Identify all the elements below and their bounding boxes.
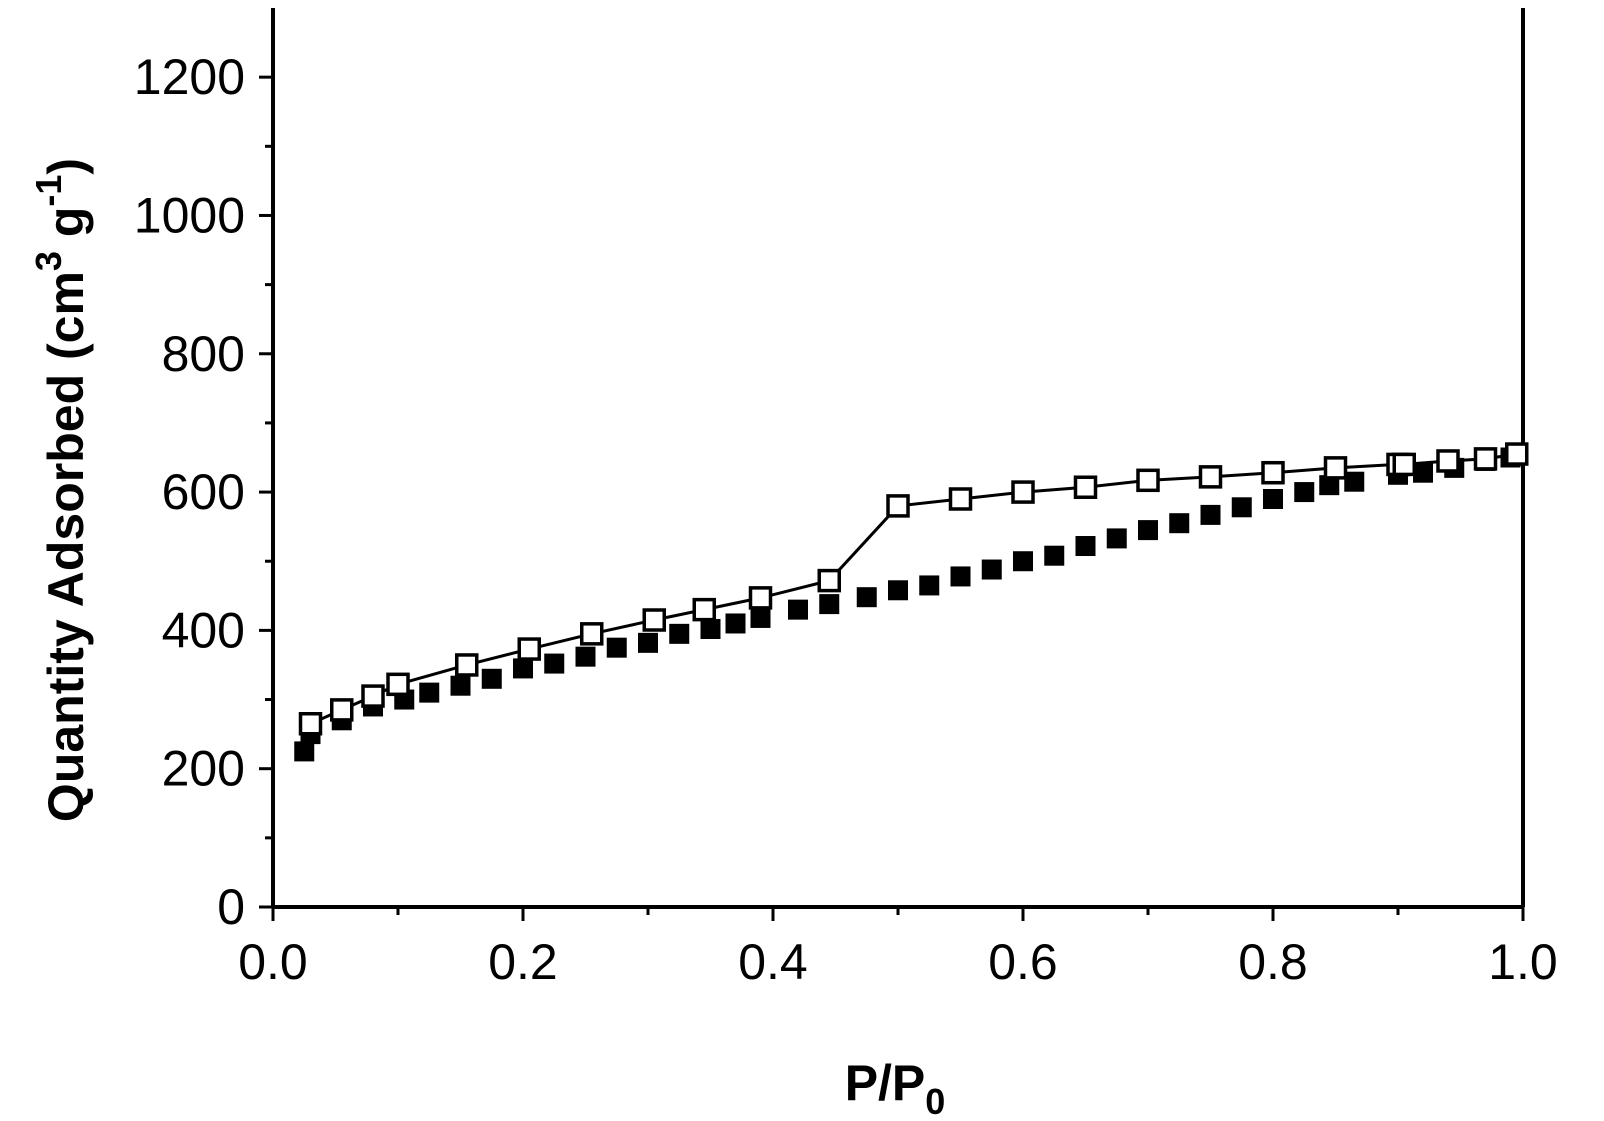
data-point-open: [642, 608, 666, 632]
data-point-open: [886, 494, 910, 518]
y-axis-label-superscript-1: 3: [28, 251, 69, 271]
data-point-filled: [725, 613, 746, 634]
data-point-open: [1323, 456, 1348, 480]
x-tick-label: 0.8: [1238, 934, 1308, 990]
x-axis-label: P/P0: [845, 1055, 946, 1121]
data-point-open: [1073, 475, 1098, 499]
data-point-filled: [950, 566, 971, 587]
data-point-filled: [1075, 536, 1096, 557]
x-axis-ticks: 0.0 0.2 0.4 0.6 0.8 1.0: [238, 907, 1558, 990]
data-point-filled: [1200, 504, 1221, 525]
data-point-open: [817, 568, 841, 593]
x-axis-label-main: P/P: [845, 1055, 926, 1111]
data-point-open: [748, 586, 773, 610]
y-tick-label: 800: [162, 326, 245, 382]
data-point-filled: [450, 675, 471, 696]
y-axis-label: Quantity Adsorbed (cm3 g-1): [28, 158, 94, 822]
data-point-open: [948, 487, 973, 511]
x-tick-label: 0.6: [988, 934, 1058, 990]
y-tick-label: 1200: [134, 49, 245, 105]
data-point-open: [1136, 468, 1160, 493]
data-point-filled: [888, 580, 908, 601]
data-point-open: [361, 684, 385, 708]
y-axis-label-end: ): [38, 158, 94, 175]
data-point-open: [1261, 460, 1285, 485]
data-point-filled: [788, 599, 808, 620]
data-point-filled: [419, 682, 440, 703]
x-tick-label: 0.0: [238, 934, 308, 990]
data-point-open: [692, 597, 716, 622]
data-point-filled: [1344, 471, 1365, 492]
data-point-open: [1392, 452, 1416, 477]
data-point-filled: [1138, 520, 1158, 541]
data-point-filled: [1319, 475, 1340, 496]
x-tick-label: 0.4: [738, 934, 808, 990]
data-point-filled: [819, 594, 840, 615]
data-point-filled: [575, 646, 596, 667]
data-point-open: [517, 637, 541, 661]
y-axis-label-main: Quantity Adsorbed (cm: [38, 271, 94, 822]
data-point-filled: [294, 741, 315, 762]
data-point-open: [1473, 447, 1498, 471]
x-axis-label-subscript: 0: [925, 1081, 945, 1121]
data-point-filled: [1413, 462, 1433, 483]
data-point-open: [330, 698, 354, 722]
data-point-filled: [606, 637, 627, 658]
data-point-open: [580, 622, 604, 646]
data-point-filled: [638, 632, 658, 653]
y-tick-label: 0: [217, 879, 245, 935]
series-2: [298, 442, 1529, 736]
data-point-filled: [856, 587, 877, 608]
data-point-filled: [481, 668, 502, 689]
data-point-filled: [1106, 528, 1127, 549]
data-point-filled: [1294, 482, 1315, 503]
data-point-open: [1505, 442, 1529, 466]
y-tick-label: 1000: [134, 187, 245, 243]
y-axis-label-mid: g: [38, 207, 94, 251]
y-tick-label: 200: [162, 741, 245, 797]
data-point-open: [386, 672, 410, 697]
data-point-filled: [1044, 545, 1065, 566]
data-point-filled: [1231, 497, 1252, 518]
data-point-open: [455, 653, 479, 677]
x-tick-label: 1.0: [1488, 934, 1558, 990]
series-layer: [294, 442, 1529, 762]
data-point-filled: [1013, 551, 1033, 572]
data-point-open: [298, 711, 323, 736]
data-point-filled: [669, 623, 690, 644]
y-axis-label-superscript-2: -1: [28, 175, 69, 207]
y-axis-ticks: 0 200 400 600 800 1000 1200: [134, 49, 273, 935]
data-point-filled: [700, 619, 721, 640]
data-point-filled: [1263, 488, 1283, 509]
data-point-filled: [981, 559, 1002, 580]
data-point-open: [1198, 465, 1223, 489]
data-point-filled: [1169, 513, 1190, 534]
data-point-filled: [544, 653, 565, 674]
data-point-filled: [750, 607, 771, 628]
data-point-filled: [513, 658, 533, 679]
data-point-open: [1011, 480, 1035, 504]
data-point-filled: [919, 575, 940, 596]
y-tick-label: 400: [162, 602, 245, 658]
x-tick-label: 0.2: [488, 934, 558, 990]
y-tick-label: 600: [162, 464, 245, 520]
data-point-open: [1436, 449, 1460, 473]
